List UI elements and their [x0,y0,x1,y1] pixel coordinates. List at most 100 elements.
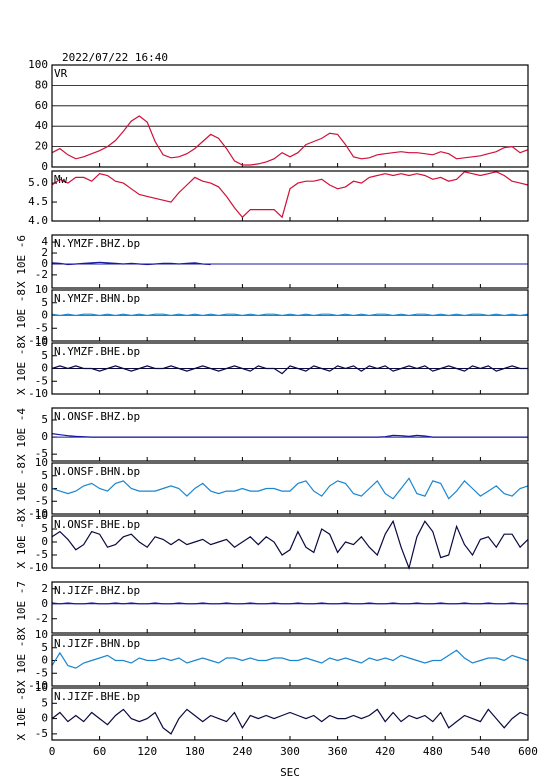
y-tick-label: 5 [41,469,48,482]
panel-label: N.JIZF.BHE.bp [54,690,140,703]
y-tick-label: -5 [35,494,48,507]
y-axis-label: X 10E -8 [15,289,28,342]
trace [51,115,529,166]
y-tick-label: 40 [35,119,48,132]
y-tick-label: 0 [41,712,48,725]
y-tick-label: 2 [41,582,48,595]
y-tick-label: 10 [35,509,48,522]
y-tick-label: -10 [28,387,48,400]
y-axis-label: X 10E -8 [15,516,28,569]
x-tick-label: 540 [470,745,490,758]
y-axis-label: X 10E -8 [15,342,28,395]
panel-label: N.YMZF.BHZ.bp [54,237,140,250]
trace [51,261,211,266]
y-tick-label: 5 [41,349,48,362]
panel-label: N.ONSF.BHZ.bp [54,410,140,423]
trace [51,433,528,438]
y-tick-label: 5 [41,522,48,535]
y-tick-label: 20 [35,140,48,153]
y-tick-label: -10 [28,334,48,347]
panel-frame [51,581,529,634]
panel-label: N.ONSF.BHN.bp [54,465,140,478]
y-tick-label: 4.0 [28,214,48,227]
y-tick-label: 4.5 [28,195,48,208]
x-tick-label: 420 [375,745,395,758]
panel-frame [51,407,529,462]
panel-frame [51,170,529,222]
trace [51,519,529,570]
y-tick-label: -2 [35,612,48,625]
y-tick-label: 0 [41,309,48,322]
trace [51,649,529,669]
y-tick-label: 10 [35,456,48,469]
x-tick-label: 360 [328,745,348,758]
y-tick-label: 0 [41,160,48,173]
y-tick-label: 0 [41,654,48,667]
trace [51,602,528,605]
panel-label: Mw [54,173,68,186]
y-tick-label: 10 [35,336,48,349]
y-tick-label: -5 [35,447,48,460]
y-tick-label: -5 [35,374,48,387]
y-tick-label: 5 [41,641,48,654]
trace [51,171,529,219]
x-tick-label: 120 [137,745,157,758]
y-tick-label: -10 [28,507,48,520]
panel-frame [51,515,529,569]
y-tick-label: -5 [35,666,48,679]
panel-frame [51,289,529,342]
panel-frame [51,64,529,168]
panel-frame [51,342,529,395]
y-tick-label: 10 [35,628,48,641]
panel-frame [51,234,529,289]
chart-title: 2022/07/22 16:40 [62,51,168,64]
y-tick-label: 0 [41,362,48,375]
panel-label: VR [54,67,68,80]
y-tick-label: -5 [35,321,48,334]
y-tick-label: 10 [35,681,48,694]
y-tick-label: -2 [35,268,48,281]
panel-frame [51,634,529,687]
x-tick-label: 240 [232,745,252,758]
panel-label: N.JIZF.BHZ.bp [54,584,140,597]
y-tick-label: -5 [35,727,48,740]
trace [51,708,529,735]
y-tick-label: 60 [35,99,48,112]
x-tick-label: 300 [280,745,300,758]
panel-label: N.YMZF.BHN.bp [54,292,140,305]
y-tick-label: 2 [41,246,48,259]
y-tick-label: 4 [41,235,48,248]
y-tick-label: 5 [41,413,48,426]
y-tick-label: 5 [41,696,48,709]
panel-frame [51,687,529,741]
trace [51,365,528,375]
trace [51,477,529,500]
x-tick-label: 60 [93,745,106,758]
y-axis-label: X 10E -6 [15,235,28,288]
y-tick-label: 0 [41,257,48,270]
panel-label: N.ONSF.BHE.bp [54,518,140,531]
x-tick-label: 600 [518,745,538,758]
y-tick-label: -10 [28,561,48,574]
y-axis-label: X 10E -8 [15,634,28,687]
y-tick-label: 100 [28,58,48,71]
x-tick-label: 180 [185,745,205,758]
y-tick-label: 0 [41,535,48,548]
panel-label: N.JIZF.BHN.bp [54,637,140,650]
trace [51,313,529,317]
y-tick-label: 5.0 [28,176,48,189]
y-axis-label: X 10E -8 [15,688,28,741]
y-tick-label: 0 [41,430,48,443]
y-tick-label: 10 [35,283,48,296]
y-tick-label: 0 [41,482,48,495]
x-axis-label: SEC [280,766,300,779]
y-tick-label: 0 [41,597,48,610]
panel-frame [51,462,529,515]
y-axis-label: X 10E -7 [15,581,28,634]
y-tick-label: -10 [28,679,48,692]
x-tick-label: 0 [49,745,56,758]
y-tick-label: 5 [41,296,48,309]
y-axis-label: X 10E -8 [15,462,28,515]
